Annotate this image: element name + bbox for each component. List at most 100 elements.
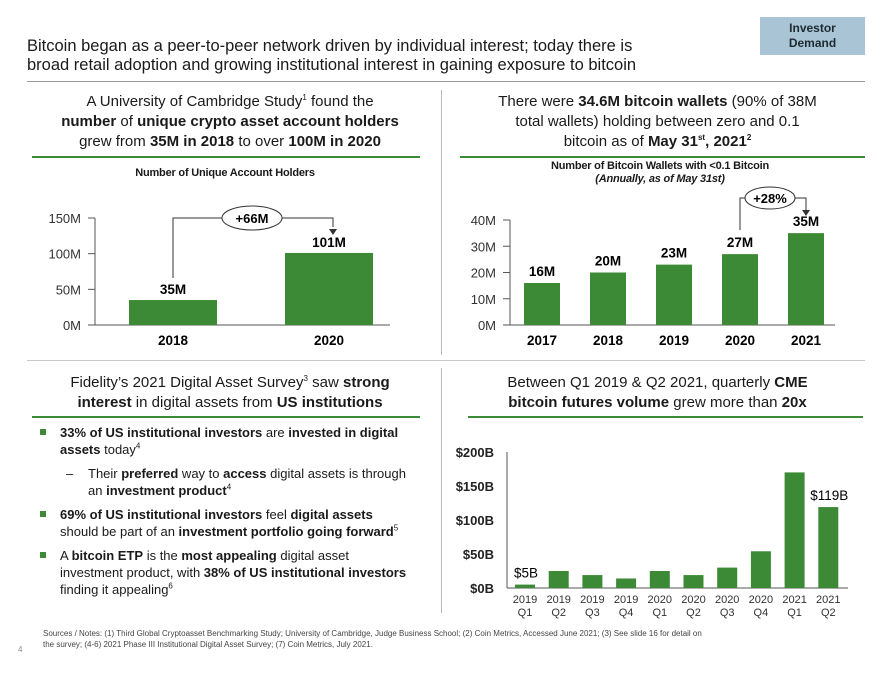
x-tick-label: 2017 <box>527 333 557 348</box>
x-tick-label: 2018 <box>593 333 624 348</box>
x-tick-year: 2021 <box>782 594 806 606</box>
bar <box>722 254 758 325</box>
q1-t2c: unique crypto asset account holders <box>137 113 399 130</box>
bullet-2: 69% of US institutional investors feel d… <box>40 506 410 540</box>
bar <box>818 507 839 588</box>
q1-t1a: A University of Cambridge Study <box>86 93 303 110</box>
y-tick-label: $0B <box>470 581 494 596</box>
bar <box>285 252 373 325</box>
q1-t3d: 100M in 2020 <box>288 133 381 150</box>
bar <box>515 584 535 588</box>
q2-t2: total wallets) holding between zero and … <box>515 113 800 130</box>
bar <box>524 283 560 325</box>
divider-top <box>441 90 442 355</box>
x-tick-quarter: Q1 <box>518 607 533 619</box>
divider-bottom <box>441 368 442 613</box>
x-tick-quarter: Q1 <box>652 607 667 619</box>
q2-rule <box>460 156 865 158</box>
q4-t2a: bitcoin futures volume <box>508 394 670 411</box>
badge-line1: Investor <box>789 21 836 35</box>
q2-chart-title-block: Number of Bitcoin Wallets with <0.1 Bitc… <box>470 160 850 186</box>
bar <box>683 575 704 588</box>
data-label: 101M <box>312 235 346 250</box>
q3-t1b: saw <box>307 374 343 391</box>
x-tick-year: 2020 <box>681 594 705 606</box>
sub-bullet-1: – Their preferred way to access digital … <box>66 466 406 498</box>
growth-arrowhead <box>802 210 810 216</box>
headline-line2: broad retail adoption and growing instit… <box>27 56 637 74</box>
cme-futures-chart: $0B$50B$100B$150B$200B2019Q1$5B2019Q2201… <box>456 445 849 619</box>
x-tick-quarter: Q2 <box>821 607 836 619</box>
data-label: 35M <box>160 282 186 297</box>
x-tick-quarter: Q4 <box>619 607 634 619</box>
x-tick-quarter: Q3 <box>720 607 735 619</box>
headline-rule <box>27 81 865 82</box>
q3-bullets: 33% of US institutional investors are in… <box>40 424 410 605</box>
growth-label: +66M <box>236 211 269 226</box>
slide-headline: Bitcoin began as a peer-to-peer network … <box>27 37 747 75</box>
section-badge: Investor Demand <box>760 17 865 55</box>
badge-line2: Demand <box>788 36 837 50</box>
x-tick-year: 2019 <box>513 594 537 606</box>
x-tick-year: 2019 <box>614 594 638 606</box>
footer-notes: Sources / Notes: (1) Third Global Crypto… <box>43 628 843 650</box>
x-tick-label: 2019 <box>659 333 689 348</box>
y-tick-label: 30M <box>471 239 496 254</box>
bar <box>616 578 637 588</box>
y-tick-label: 20M <box>471 266 496 281</box>
bar <box>590 272 626 325</box>
q3-rule <box>32 416 420 418</box>
data-label: 35M <box>793 214 819 229</box>
x-tick-quarter: Q1 <box>787 607 802 619</box>
q1-t3b: 35M in 2018 <box>149 133 235 150</box>
page-number: 4 <box>18 645 23 654</box>
bullet-square <box>40 511 46 517</box>
q1-t2a: number <box>61 113 117 130</box>
q2-t1a: There were <box>498 93 579 110</box>
q4-title: Between Q1 2019 & Q2 2021, quarterly CME… <box>455 373 860 413</box>
bullet-square <box>40 429 46 435</box>
q4-t1a: Between Q1 2019 & Q2 2021, quarterly <box>507 374 775 391</box>
q4-t2c: 20x <box>781 394 807 411</box>
x-tick-year: 2020 <box>648 594 672 606</box>
bullet-1: 33% of US institutional investors are in… <box>40 424 410 458</box>
bar <box>582 575 603 588</box>
footer-line2: the survey; (4-6) 2021 Phase III Institu… <box>43 640 373 649</box>
growth-label: +28% <box>753 191 787 206</box>
q3-t2a: interest <box>77 394 132 411</box>
q3-t2c: US institutions <box>276 394 383 411</box>
q3-sup: 3 <box>303 374 308 383</box>
data-label: $5B <box>514 566 538 581</box>
x-tick-year: 2021 <box>816 594 840 606</box>
x-tick-quarter: Q3 <box>585 607 600 619</box>
bar <box>784 472 805 588</box>
q2-t3sup2: 2 <box>746 133 752 142</box>
q1-t3a: grew from <box>79 133 150 150</box>
bar <box>750 551 771 588</box>
y-tick-label: $150B <box>456 479 494 494</box>
x-tick-year: 2019 <box>580 594 604 606</box>
y-tick-label: 0M <box>478 318 496 333</box>
bitcoin-wallets-chart: 0M 10M 20M 30M 40M 16M 2017 20M 2018 23M 2019 27M 20… <box>471 186 835 348</box>
data-label: 27M <box>727 235 753 250</box>
mid-rule <box>27 360 865 361</box>
q2-t1b: 34.6M bitcoin wallets <box>578 93 728 110</box>
q2-t3c: , 2021 <box>705 133 747 150</box>
data-label: $119B <box>810 488 848 503</box>
account-holders-chart: 0M 50M 100M 150M 35M 2018 101M 2020 +66M <box>48 205 390 348</box>
q1-rule <box>32 156 420 158</box>
q2-t1c: (90% of 38M <box>727 93 817 110</box>
q2-t3a: bitcoin as of <box>563 133 648 150</box>
data-label: 20M <box>595 254 621 269</box>
bar <box>649 571 670 588</box>
x-tick-label: 2020 <box>314 333 344 348</box>
bar <box>656 264 692 325</box>
headline-line1: Bitcoin began as a peer-to-peer network … <box>27 37 633 55</box>
q3-t2b: in digital assets from <box>131 394 277 411</box>
q4-t1b: CME <box>774 374 808 391</box>
x-tick-label: 2018 <box>158 333 189 348</box>
q3-title: Fidelity’s 2021 Digital Asset Survey3 sa… <box>30 373 430 413</box>
y-tick-label: 10M <box>471 292 496 307</box>
data-label: 16M <box>529 264 555 279</box>
q1-chart-title: Number of Unique Account Holders <box>135 167 315 179</box>
